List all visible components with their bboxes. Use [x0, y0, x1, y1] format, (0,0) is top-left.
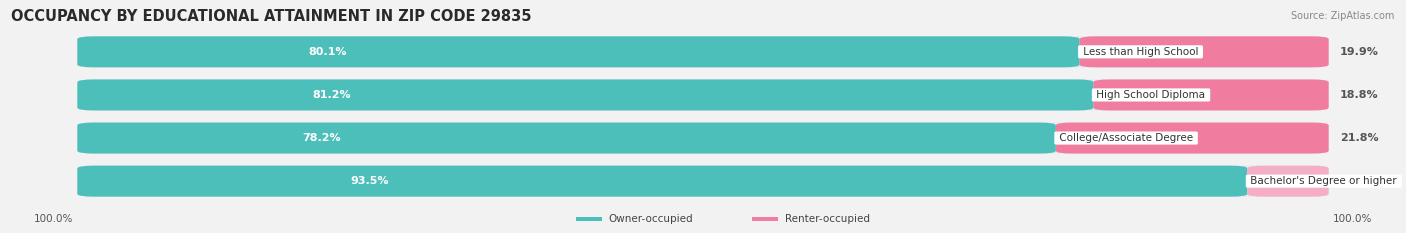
Text: 6.5%: 6.5%: [1340, 176, 1371, 186]
FancyBboxPatch shape: [576, 217, 602, 221]
Text: 100.0%: 100.0%: [1333, 214, 1372, 224]
Text: Bachelor's Degree or higher: Bachelor's Degree or higher: [1247, 176, 1400, 186]
Text: 80.1%: 80.1%: [309, 47, 347, 57]
Text: Renter-occupied: Renter-occupied: [785, 214, 869, 224]
Text: High School Diploma: High School Diploma: [1094, 90, 1209, 100]
FancyBboxPatch shape: [77, 123, 1329, 154]
Text: 21.8%: 21.8%: [1340, 133, 1378, 143]
Text: OCCUPANCY BY EDUCATIONAL ATTAINMENT IN ZIP CODE 29835: OCCUPANCY BY EDUCATIONAL ATTAINMENT IN Z…: [11, 9, 531, 24]
FancyBboxPatch shape: [1094, 79, 1329, 110]
FancyBboxPatch shape: [1080, 36, 1329, 67]
FancyBboxPatch shape: [77, 79, 1329, 110]
Text: 78.2%: 78.2%: [302, 133, 342, 143]
Text: Source: ZipAtlas.com: Source: ZipAtlas.com: [1291, 11, 1395, 21]
FancyBboxPatch shape: [77, 166, 1247, 197]
FancyBboxPatch shape: [77, 79, 1094, 110]
Text: 100.0%: 100.0%: [34, 214, 73, 224]
Text: 19.9%: 19.9%: [1340, 47, 1379, 57]
FancyBboxPatch shape: [77, 36, 1080, 67]
FancyBboxPatch shape: [1247, 166, 1329, 197]
FancyBboxPatch shape: [752, 217, 778, 221]
FancyBboxPatch shape: [77, 123, 1056, 154]
FancyBboxPatch shape: [1056, 123, 1329, 154]
Text: Owner-occupied: Owner-occupied: [609, 214, 693, 224]
Text: College/Associate Degree: College/Associate Degree: [1056, 133, 1197, 143]
FancyBboxPatch shape: [77, 166, 1329, 197]
FancyBboxPatch shape: [77, 36, 1329, 67]
Text: 18.8%: 18.8%: [1340, 90, 1378, 100]
Text: 93.5%: 93.5%: [350, 176, 389, 186]
Text: Less than High School: Less than High School: [1080, 47, 1201, 57]
Text: 81.2%: 81.2%: [312, 90, 350, 100]
